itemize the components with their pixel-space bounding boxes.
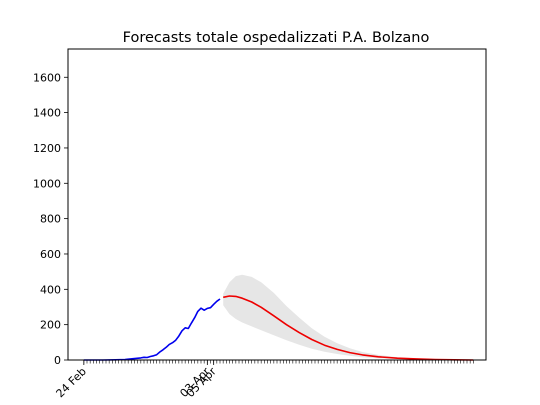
observed-line	[83, 298, 221, 361]
x-tick-label: 24 Feb	[54, 365, 89, 400]
y-tick-label: 1000	[33, 177, 61, 190]
y-tick-label: 0	[54, 354, 61, 367]
forecast-band	[223, 274, 474, 360]
chart-title: Forecasts totale ospedalizzati P.A. Bolz…	[123, 30, 430, 46]
y-tick-label: 600	[40, 248, 61, 261]
y-tick-label: 1600	[33, 71, 61, 84]
y-tick-label: 800	[40, 213, 61, 226]
y-tick-label: 400	[40, 283, 61, 296]
forecast-line	[223, 295, 474, 361]
y-tick-label: 1200	[33, 142, 61, 155]
y-tick-label: 1400	[33, 107, 61, 120]
y-tick-label: 200	[40, 319, 61, 332]
